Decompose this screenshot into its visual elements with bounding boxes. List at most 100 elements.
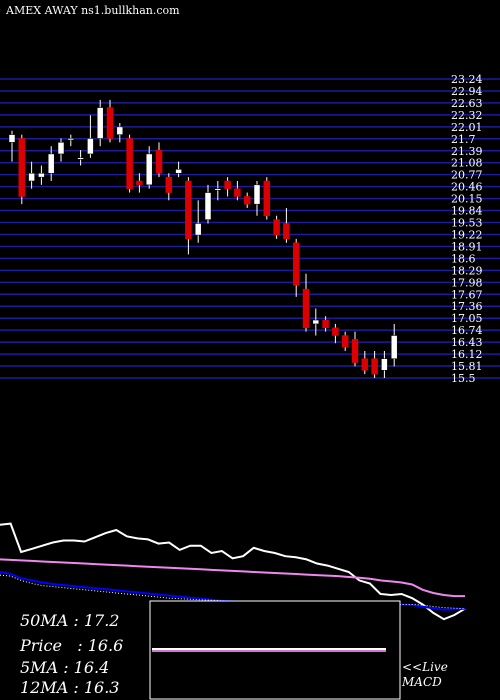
candlestick-series: [8, 99, 398, 378]
candle-body: [116, 126, 124, 135]
candle: [351, 331, 359, 367]
price-tick-label: 22.01: [451, 121, 483, 134]
candle-body: [175, 169, 182, 174]
price-tick-label: 16.43: [451, 336, 483, 349]
price-tick-label: 19.22: [451, 228, 483, 241]
price-tick-label: 20.46: [451, 181, 483, 194]
candle-body: [204, 192, 212, 220]
candle: [57, 138, 65, 162]
candle: [96, 99, 104, 147]
candle: [243, 192, 251, 209]
candle-body: [292, 242, 300, 286]
candle-body: [8, 134, 16, 143]
ma5-readout: 5MA : 16.4: [20, 658, 110, 677]
price-tick-label: 22.94: [451, 85, 483, 98]
candle: [322, 316, 329, 332]
candle-body: [283, 223, 290, 240]
candle: [292, 238, 300, 297]
price-tick-label: 22.63: [451, 97, 483, 110]
price-tick-label: 17.98: [451, 276, 483, 289]
price-tick-label: 20.15: [451, 193, 483, 206]
price-tick-label: 21.08: [451, 157, 483, 170]
candle: [234, 180, 241, 201]
candle-body: [106, 107, 114, 139]
price-tick-label: 18.29: [451, 264, 483, 277]
price-tick-label: 19.53: [451, 217, 483, 230]
candle: [263, 177, 271, 220]
ma-line: [0, 558, 465, 598]
candle: [253, 180, 261, 216]
candle: [283, 208, 290, 243]
candle: [273, 215, 280, 239]
candle: [47, 146, 55, 181]
price-tick-label: 17.36: [451, 300, 483, 313]
price-tick-label: 18.6: [451, 252, 476, 265]
candle-body: [312, 319, 320, 325]
price-tick-label: 21.39: [451, 145, 483, 158]
candle-body: [67, 138, 75, 141]
ma12-readout: 12MA : 16.3: [20, 678, 120, 697]
candle-body: [361, 358, 369, 371]
ma50-readout: 50MA : 17.2: [20, 611, 120, 630]
price-tick-label: 15.5: [451, 372, 476, 385]
candle-body: [185, 180, 192, 240]
candle-body: [57, 142, 65, 155]
candle: [136, 173, 143, 193]
candle-body: [351, 339, 359, 363]
price-tick-label: 17.67: [451, 288, 483, 301]
chart-title: AMEX AWAY ns1.bullkhan.com: [6, 4, 180, 17]
live-label: <<Live: [402, 660, 448, 674]
candle: [165, 173, 173, 201]
candle: [106, 99, 114, 143]
candle-body: [253, 184, 261, 205]
candle: [224, 177, 231, 197]
candle-body: [136, 180, 143, 186]
macd-series: [152, 648, 386, 652]
price-tick-label: 20.77: [451, 169, 483, 182]
candle-body: [332, 327, 339, 336]
candle-body: [145, 153, 153, 186]
candle: [77, 150, 84, 166]
price-tick-label: 18.91: [451, 240, 483, 253]
candle-body: [38, 173, 45, 178]
candle: [145, 146, 153, 189]
candle-body: [302, 288, 310, 329]
candle-body: [263, 180, 271, 217]
candle-body: [87, 138, 94, 155]
price-tick-label: 15.81: [451, 360, 483, 373]
candle: [87, 115, 94, 158]
candle: [204, 184, 212, 224]
candle: [390, 323, 398, 367]
candle: [67, 134, 75, 147]
candle-body: [194, 223, 202, 236]
candle-body: [390, 335, 398, 359]
candle-body: [126, 138, 133, 189]
candle-body: [224, 180, 231, 189]
candle: [371, 350, 378, 378]
candle: [185, 177, 192, 255]
price-tick-label: 16.74: [451, 324, 483, 337]
candle-body: [155, 149, 163, 174]
candle-body: [273, 219, 280, 236]
candle-body: [214, 188, 222, 191]
candle-body: [234, 188, 241, 197]
candle-body: [28, 173, 35, 182]
candle-body: [243, 196, 251, 205]
price-tick-label: 22.32: [451, 109, 483, 122]
candle: [38, 165, 45, 185]
candle-body: [322, 319, 329, 329]
candle: [381, 350, 388, 378]
candle: [116, 123, 124, 143]
candle: [28, 161, 35, 189]
candle-body: [18, 138, 26, 197]
price-axis-ticks: 23.2422.9422.6322.3222.0121.721.3921.082…: [451, 73, 483, 385]
macd-label: MACD: [402, 675, 442, 689]
candle-body: [96, 107, 104, 139]
candle-body: [341, 335, 349, 348]
candle: [18, 134, 26, 205]
candle-body: [371, 358, 378, 375]
candle: [194, 200, 202, 243]
price-readout: Price : 16.6: [20, 636, 124, 655]
candle: [341, 331, 349, 351]
